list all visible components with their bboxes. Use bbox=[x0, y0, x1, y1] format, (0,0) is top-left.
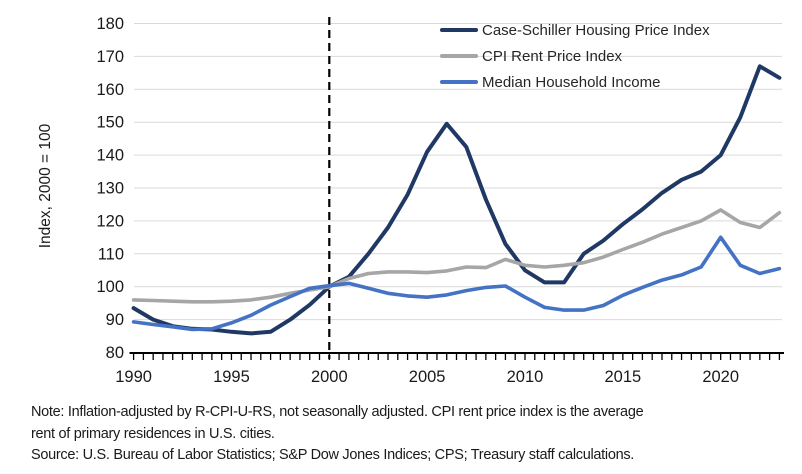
y-tick-label-90: 90 bbox=[106, 311, 124, 329]
x-tick-label-1995: 1995 bbox=[213, 368, 250, 386]
y-tick-label-160: 160 bbox=[96, 81, 124, 99]
legend-item-cpi-rent-price-index: CPI Rent Price Index bbox=[440, 43, 710, 69]
y-tick-label-180: 180 bbox=[96, 15, 124, 33]
legend-label-case-schiller-housing-price-index: Case-Schiller Housing Price Index bbox=[482, 21, 710, 39]
y-tick-label-80: 80 bbox=[106, 344, 124, 362]
legend-item-case-schiller-housing-price-index: Case-Schiller Housing Price Index bbox=[440, 17, 710, 43]
y-tick-label-100: 100 bbox=[96, 278, 124, 296]
source-text: Source: U.S. Bureau of Labor Statistics;… bbox=[31, 447, 635, 463]
legend-swatch-cpi-rent-price-index bbox=[440, 53, 478, 59]
x-tick-label-2010: 2010 bbox=[507, 368, 544, 386]
y-tick-label-170: 170 bbox=[96, 48, 124, 66]
y-tick-label-120: 120 bbox=[96, 212, 124, 230]
footnotes: Note: Inflation-adjusted by R-CPI-U-RS, … bbox=[31, 402, 776, 467]
x-tick-label-2020: 2020 bbox=[702, 368, 739, 386]
legend-swatch-median-household-income bbox=[440, 79, 478, 85]
series-line-cpi-rent-price-index bbox=[131, 208, 782, 304]
y-tick-label-110: 110 bbox=[98, 245, 124, 263]
series-line-median-household-income bbox=[131, 235, 782, 332]
y-tick-label-140: 140 bbox=[96, 147, 124, 165]
legend-label-median-household-income: Median Household Income bbox=[482, 73, 661, 91]
x-tick-label-2015: 2015 bbox=[604, 368, 641, 386]
x-tick-label-2000: 2000 bbox=[311, 368, 348, 386]
series-line-case-schiller-housing-price-index bbox=[131, 64, 782, 336]
note-text: Note: Inflation-adjusted by R-CPI-U-RS, … bbox=[31, 404, 644, 442]
legend-item-median-household-income: Median Household Income bbox=[440, 69, 710, 95]
legend-swatch-case-schiller-housing-price-index bbox=[440, 27, 478, 33]
legend: Case-Schiller Housing Price Index CPI Ren… bbox=[440, 17, 710, 95]
x-tick-label-2005: 2005 bbox=[409, 368, 446, 386]
legend-label-cpi-rent-price-index: CPI Rent Price Index bbox=[482, 47, 623, 65]
x-tick-label-1990: 1990 bbox=[115, 368, 152, 386]
y-tick-label-130: 130 bbox=[96, 180, 124, 198]
y-tick-label-150: 150 bbox=[96, 114, 124, 132]
